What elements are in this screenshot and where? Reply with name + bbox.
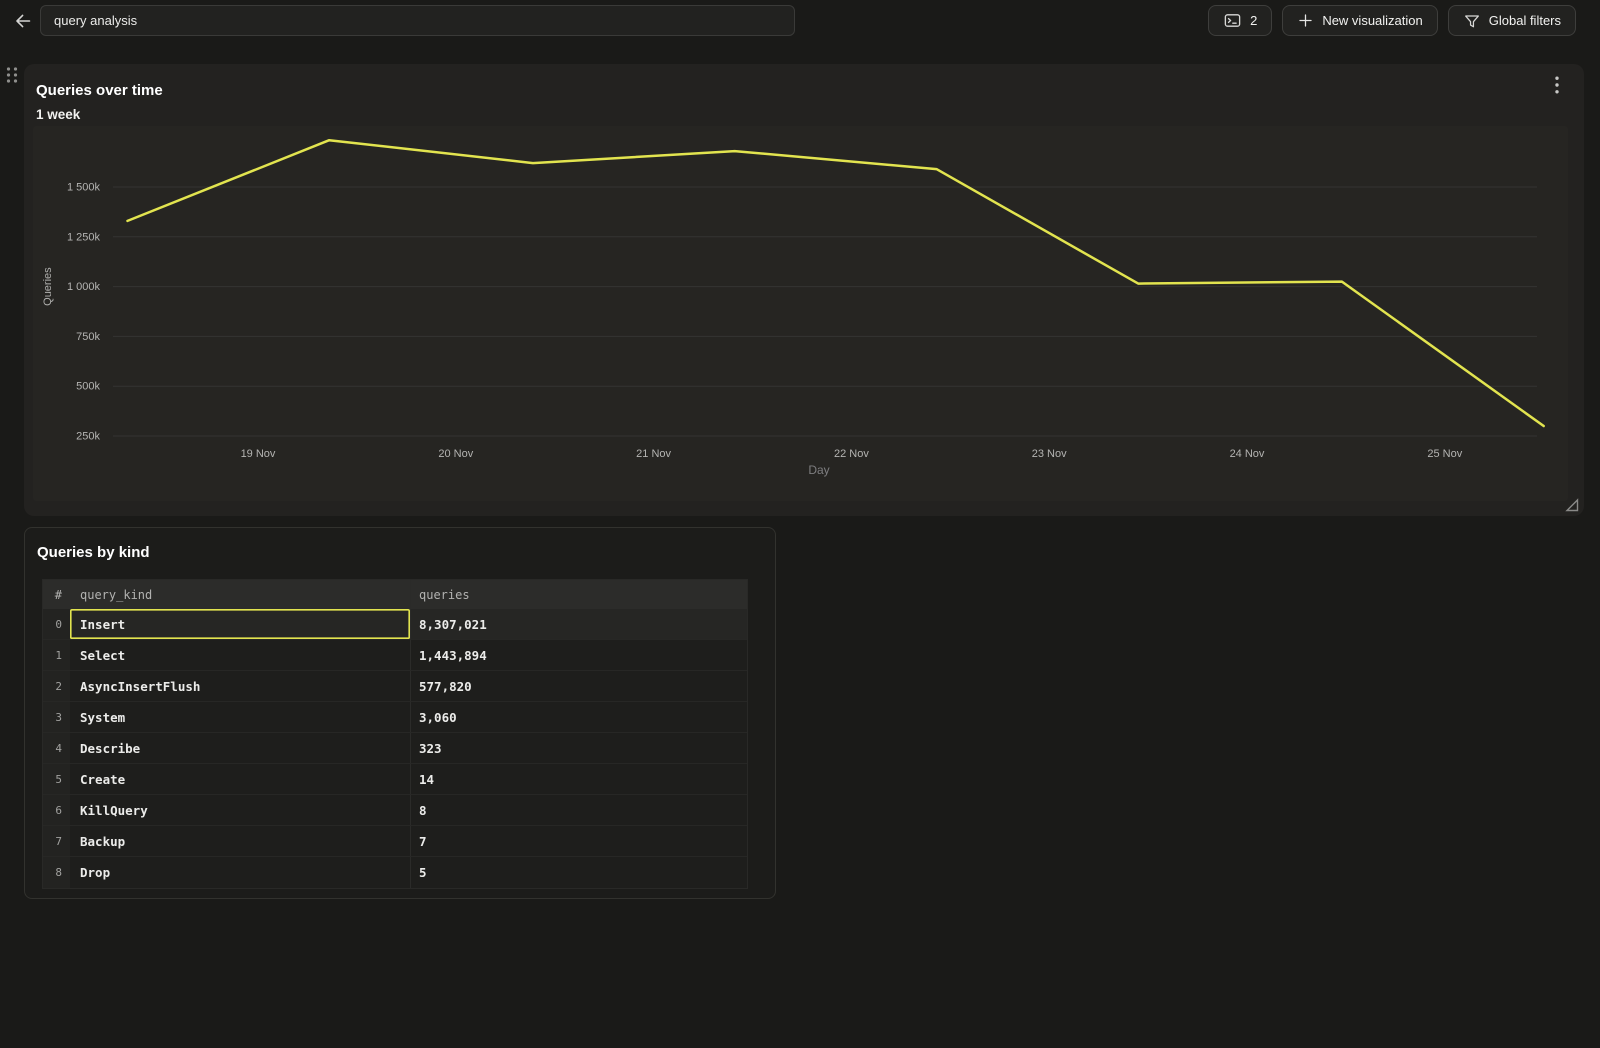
table-row: 4 Describe 323 xyxy=(43,733,747,764)
query-kind-cell[interactable]: Create xyxy=(70,764,410,795)
y-tick-label: 750k xyxy=(76,331,100,343)
row-index-cell: 1 xyxy=(43,640,70,671)
x-axis-label: Day xyxy=(808,463,829,477)
queries-value-cell[interactable]: 577,820 xyxy=(410,671,747,702)
query-kind-cell[interactable]: Insert xyxy=(70,609,410,640)
table-row: 3 System 3,060 xyxy=(43,702,747,733)
x-tick-label: 23 Nov xyxy=(1032,448,1067,460)
console-count-button[interactable]: 2 xyxy=(1208,5,1273,36)
table-row: 0 Insert 8,307,021 xyxy=(43,609,747,640)
filter-funnel-icon xyxy=(1463,12,1481,30)
row-index-cell: 3 xyxy=(43,702,70,733)
row-index-cell: 7 xyxy=(43,826,70,857)
global-filters-button[interactable]: Global filters xyxy=(1447,5,1576,36)
y-tick-label: 500k xyxy=(76,381,100,393)
query-kind-table: # query_kind queries 0 Insert 8,307,021 1 Selec… xyxy=(42,579,748,889)
row-index-cell: 2 xyxy=(43,671,70,702)
topbar: 2 New visualization Global filters xyxy=(0,0,1600,42)
kebab-vertical-icon xyxy=(1555,76,1559,97)
table-row: 1 Select 1,443,894 xyxy=(43,640,747,671)
dashboard-title-input[interactable] xyxy=(40,5,795,36)
queries-value-cell[interactable]: 7 xyxy=(410,826,747,857)
x-tick-label: 22 Nov xyxy=(834,448,869,460)
queries-value-cell[interactable]: 323 xyxy=(410,733,747,764)
panel-menu-button[interactable] xyxy=(1548,76,1566,96)
table-row: 2 AsyncInsertFlush 577,820 xyxy=(43,671,747,702)
table-title: Queries by kind xyxy=(37,544,150,561)
x-tick-label: 24 Nov xyxy=(1230,448,1265,460)
chart-title: Queries over time xyxy=(36,82,163,99)
header-index-cell: # xyxy=(54,587,62,602)
y-tick-label: 1 000k xyxy=(67,281,101,293)
chart-subtitle: 1 week xyxy=(36,107,81,122)
row-index-cell: 6 xyxy=(43,795,70,826)
y-axis-label: Queries xyxy=(42,267,54,306)
back-button[interactable] xyxy=(10,9,36,35)
y-tick-label: 250k xyxy=(76,431,100,443)
panel-drag-handle[interactable] xyxy=(5,66,19,84)
x-tick-label: 25 Nov xyxy=(1427,448,1462,460)
queries-value-cell[interactable]: 5 xyxy=(410,857,747,888)
query-kind-cell[interactable]: KillQuery xyxy=(70,795,410,826)
query-kind-cell[interactable]: AsyncInsertFlush xyxy=(70,671,410,702)
queries-line-chart[interactable]: 1 500k 1 250k 1 000k 750k 500k 250k Queries 19 … xyxy=(33,126,1568,501)
row-index-cell: 0 xyxy=(43,609,70,640)
console-count-label: 2 xyxy=(1250,13,1258,28)
query-kind-cell[interactable]: System xyxy=(70,702,410,733)
table-row: 8 Drop 5 xyxy=(43,857,747,888)
console-icon xyxy=(1223,11,1242,30)
queries-value-cell[interactable]: 1,443,894 xyxy=(410,640,747,671)
chart-panel-queries-over-time: Queries over time 1 week 1 500k 1 250k 1 0… xyxy=(24,64,1584,516)
query-kind-cell[interactable]: Drop xyxy=(80,865,111,880)
table-row: 7 Backup 7 xyxy=(43,826,747,857)
header-query-kind-cell: query_kind xyxy=(80,587,153,602)
new-visualization-label: New visualization xyxy=(1322,13,1423,28)
query-kind-cell[interactable]: Describe xyxy=(70,733,410,764)
row-index-cell: 5 xyxy=(43,764,70,795)
queries-value-cell[interactable]: 14 xyxy=(410,764,747,795)
header-queries-cell: queries xyxy=(410,580,747,609)
new-visualization-button[interactable]: New visualization xyxy=(1282,5,1438,36)
row-index-cell: 8 xyxy=(43,857,70,888)
queries-value-cell[interactable]: 8 xyxy=(410,795,747,826)
x-tick-label: 21 Nov xyxy=(636,448,671,460)
queries-series-line xyxy=(126,138,1545,428)
x-tick-label: 20 Nov xyxy=(438,448,473,460)
global-filters-label: Global filters xyxy=(1488,13,1561,28)
plus-icon xyxy=(1297,12,1314,29)
y-tick-label: 1 250k xyxy=(67,231,101,243)
resize-grip-icon xyxy=(1564,498,1580,517)
arrow-left-icon xyxy=(13,11,33,34)
x-tick-label: 19 Nov xyxy=(241,448,276,460)
grip-dots-icon xyxy=(5,67,19,88)
table-header-row: # query_kind queries xyxy=(43,580,747,609)
table-row: 5 Create 14 xyxy=(43,764,747,795)
query-kind-cell[interactable]: Backup xyxy=(70,826,410,857)
row-index-cell: 4 xyxy=(43,733,70,764)
table-row: 6 KillQuery 8 xyxy=(43,795,747,826)
queries-value-cell[interactable]: 8,307,021 xyxy=(410,609,747,640)
panel-resize-handle[interactable] xyxy=(1564,497,1580,513)
y-tick-label: 1 500k xyxy=(67,182,101,194)
topbar-actions: 2 New visualization Global filters xyxy=(1208,5,1576,36)
query-kind-cell[interactable]: Select xyxy=(70,640,410,671)
table-panel-queries-by-kind: Queries by kind # query_kind queries 0 Inser… xyxy=(24,527,776,899)
queries-value-cell[interactable]: 3,060 xyxy=(410,702,747,733)
